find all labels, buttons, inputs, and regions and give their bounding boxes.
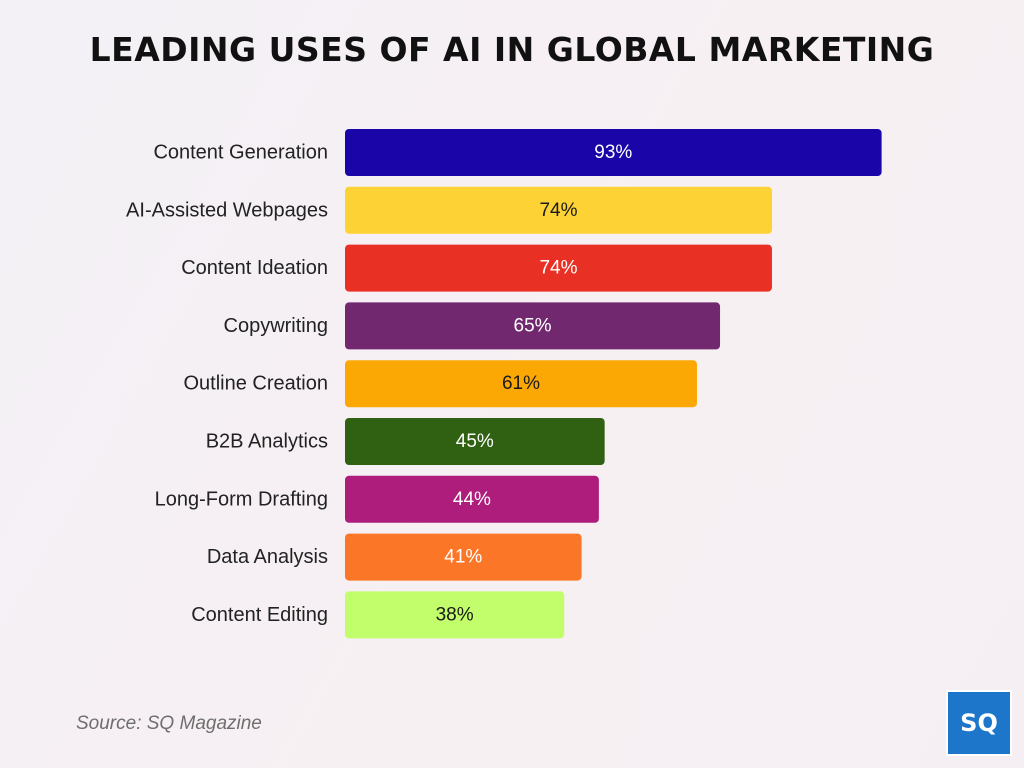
bar-long-form-drafting: [345, 475, 599, 523]
category-label-outline-creation: Outline Creation: [183, 373, 328, 395]
bar-ai-assisted-webpages: [345, 186, 772, 234]
bar-outline-creation: [345, 360, 697, 408]
bar-b2b-analytics: [345, 418, 605, 465]
category-label-ai-assisted-webpages: AI-Assisted Webpages: [126, 199, 328, 221]
value-label-ai-assisted-webpages: 74%: [539, 200, 577, 221]
sq-logo: SQ: [946, 690, 1012, 756]
bar-content-ideation: [345, 244, 772, 292]
value-label-content-generation: 93%: [594, 142, 632, 163]
category-labels: Content Generation AI-Assisted Webpages Co…: [126, 142, 328, 626]
value-labels: 93% 74% 74% 65% 61% 45% 44% 41% 38%: [436, 142, 633, 625]
value-label-content-ideation: 74%: [539, 258, 577, 279]
value-label-copywriting: 65%: [514, 315, 552, 336]
category-label-b2b-analytics: B2B Analytics: [206, 431, 328, 453]
category-label-content-ideation: Content Ideation: [181, 257, 328, 279]
bar-content-editing: [345, 591, 565, 639]
value-label-long-form-drafting: 44%: [453, 489, 491, 510]
logo-text: SQ: [960, 709, 998, 737]
category-label-copywriting: Copywriting: [224, 315, 328, 337]
category-label-long-form-drafting: Long-Form Drafting: [155, 488, 328, 510]
category-label-content-generation: Content Generation: [153, 142, 328, 164]
value-label-outline-creation: 61%: [502, 373, 540, 394]
bars: [345, 129, 882, 639]
value-label-content-editing: 38%: [436, 604, 474, 625]
value-label-data-analysis: 41%: [444, 547, 482, 568]
value-label-b2b-analytics: 45%: [456, 431, 494, 452]
category-label-content-editing: Content Editing: [191, 604, 328, 626]
chart-title: LEADING USES OF AI IN GLOBAL MARKETING: [89, 30, 935, 69]
bar-content-generation: [345, 129, 882, 176]
source-note: Source: SQ Magazine: [76, 713, 262, 734]
bar-copywriting: [345, 302, 721, 350]
category-label-data-analysis: Data Analysis: [207, 546, 328, 568]
bar-data-analysis: [345, 533, 582, 581]
